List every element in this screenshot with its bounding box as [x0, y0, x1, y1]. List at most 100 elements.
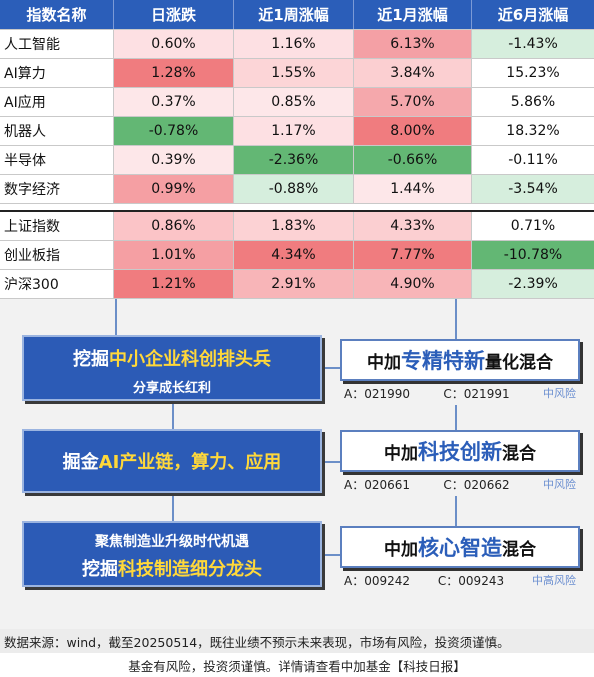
connector-line [115, 299, 117, 335]
value-cell: 1.55% [234, 59, 354, 87]
value-cell: 4.90% [354, 270, 472, 298]
value-cell: 3.84% [354, 59, 472, 87]
value-cell: 0.86% [114, 212, 234, 240]
value-cell: -0.11% [472, 146, 594, 174]
fund-name[interactable]: 中加 专精特新 量化混合 [340, 339, 580, 381]
theme-highlight: 中小企业科创排头兵 [109, 349, 271, 370]
table-row: 数字经济 0.99% -0.88% 1.44% -3.54% [0, 175, 594, 204]
value-cell: 18.32% [472, 117, 594, 145]
header-cell: 指数名称 [0, 0, 114, 29]
table-row: 上证指数 0.86% 1.83% 4.33% 0.71% [0, 212, 594, 241]
theme-box-sme-innovation: 挖掘中小企业科创排头兵 分享成长红利 [22, 335, 322, 401]
fund-recommendation-panel: 挖掘中小企业科创排头兵 分享成长红利 掘金AI产业链，算力、应用 聚焦制造业升级… [0, 299, 594, 629]
value-cell: 1.44% [354, 175, 472, 203]
value-cell: 4.33% [354, 212, 472, 240]
table-row: 人工智能 0.60% 1.16% 6.13% -1.43% [0, 30, 594, 59]
connector-line [455, 496, 457, 526]
table-row: 半导体 0.39% -2.36% -0.66% -0.11% [0, 146, 594, 175]
theme-highlight: AI产业链，算力、应用 [98, 452, 282, 473]
theme-text: 挖掘 [73, 349, 109, 370]
value-cell: 1.83% [234, 212, 354, 240]
fund-card-core-manufacturing[interactable]: 中加 核心智造 混合 A：009242 C：009243 中高风险 [340, 526, 580, 592]
value-cell: 1.28% [114, 59, 234, 87]
risk-level: 中高风险 [531, 574, 576, 587]
fund-code-a: A：021990 [344, 386, 411, 401]
value-cell: -0.88% [234, 175, 354, 203]
fund-name-suffix: 混合 [502, 539, 536, 560]
table-divider [0, 204, 594, 212]
connector-line [322, 554, 340, 556]
index-name-cell: 沪深300 [0, 270, 114, 298]
fund-name-highlight: 科技创新 [418, 440, 502, 464]
fund-name-highlight: 核心智造 [418, 536, 502, 560]
risk-disclaimer: 基金有风险，投资须谨慎。详情请查看中加基金【科技日报】 [0, 653, 594, 677]
value-cell: 0.85% [234, 88, 354, 116]
header-cell: 近6月涨幅 [497, 6, 569, 24]
fund-name-highlight: 专精特新 [401, 349, 485, 373]
index-performance-table: 指数名称 日涨跌 近1周涨幅 近1月涨幅 近6月涨幅 人工智能 0.60% 1.16… [0, 0, 594, 299]
value-cell: 1.01% [114, 241, 234, 269]
value-cell: 0.99% [114, 175, 234, 203]
value-cell: 0.37% [114, 88, 234, 116]
value-cell: 0.60% [114, 30, 234, 58]
fund-code-c: C：009243 [437, 573, 505, 588]
header-cell: 近1周涨幅 [234, 0, 354, 29]
value-cell: 5.86% [472, 88, 594, 116]
index-name-cell: 数字经济 [0, 175, 114, 203]
value-cell: -3.54% [472, 175, 594, 203]
value-cell: 7.77% [354, 241, 472, 269]
fund-code-a: A：009242 [344, 573, 411, 588]
index-name-cell: AI应用 [0, 88, 114, 116]
fund-card-tech-innovation[interactable]: 中加 科技创新 混合 A：020661 C：020662 中风险 [340, 430, 580, 496]
fund-code-c: C：021991 [443, 386, 510, 401]
value-cell: 2.91% [234, 270, 354, 298]
theme-subtext: 分享成长红利 [132, 381, 211, 396]
index-name-cell: 半导体 [0, 146, 114, 174]
fund-name[interactable]: 中加 核心智造 混合 [340, 526, 580, 568]
table-row: 创业板指 1.01% 4.34% 7.77% -10.78% [0, 241, 594, 270]
data-source-note: 数据来源：wind，截至20250514，既往业绩不预示未来表现，市场有风险，投… [0, 629, 594, 653]
fund-card-specialized[interactable]: 中加 专精特新 量化混合 A：021990 C：021991 中风险 [340, 339, 580, 405]
value-cell: 6.13% [354, 30, 472, 58]
fund-name-prefix: 中加 [384, 539, 418, 560]
sector-rows: 人工智能 0.60% 1.16% 6.13% -1.43% AI算力 1.28% 1.55% 3… [0, 30, 594, 204]
value-cell: -1.43% [472, 30, 594, 58]
fund-code-a: A：020661 [344, 477, 411, 492]
table-row: AI应用 0.37% 0.85% 5.70% 5.86% [0, 88, 594, 117]
value-cell: -2.39% [472, 270, 594, 298]
value-cell: -0.66% [354, 146, 472, 174]
table-row: AI算力 1.28% 1.55% 3.84% 15.23% [0, 59, 594, 88]
risk-level: 中风险 [542, 387, 576, 400]
index-name-cell: 机器人 [0, 117, 114, 145]
connector-line [172, 401, 174, 429]
connector-line [172, 493, 174, 521]
table-row: 沪深300 1.21% 2.91% 4.90% -2.39% [0, 270, 594, 299]
fund-name-prefix: 中加 [367, 352, 401, 373]
table-row: 机器人 -0.78% 1.17% 8.00% 18.32% [0, 117, 594, 146]
theme-highlight: 科技制造细分龙头 [118, 559, 262, 580]
fund-codes: A：020661 C：020662 中风险 [340, 472, 580, 496]
value-cell: -0.78% [114, 117, 234, 145]
value-cell: 1.21% [114, 270, 234, 298]
risk-level: 中风险 [542, 478, 576, 491]
theme-box-ai-chain: 掘金AI产业链，算力、应用 [22, 429, 322, 493]
fund-name[interactable]: 中加 科技创新 混合 [340, 430, 580, 472]
theme-box-manufacturing: 聚焦制造业升级时代机遇 挖掘科技制造细分龙头 [22, 521, 322, 587]
value-cell: -10.78% [472, 241, 594, 269]
benchmark-rows: 上证指数 0.86% 1.83% 4.33% 0.71% 创业板指 1.01% 4.34% 7.… [0, 212, 594, 299]
connector-line [455, 405, 457, 430]
header-cell: 日涨跌 [114, 0, 234, 29]
value-cell: 8.00% [354, 117, 472, 145]
table-header: 指数名称 日涨跌 近1周涨幅 近1月涨幅 近6月涨幅 [0, 0, 594, 30]
connector-line [322, 461, 340, 463]
index-name-cell: 创业板指 [0, 241, 114, 269]
theme-subtext: 聚焦制造业升级时代机遇 [95, 534, 249, 550]
header-cell: 近1月涨幅 [354, 0, 472, 29]
value-cell: 4.34% [234, 241, 354, 269]
value-cell: 0.71% [472, 212, 594, 240]
connector-line [322, 367, 340, 369]
index-name-cell: 人工智能 [0, 30, 114, 58]
value-cell: -2.36% [234, 146, 354, 174]
fund-name-suffix: 量化混合 [485, 352, 553, 373]
value-cell: 1.16% [234, 30, 354, 58]
